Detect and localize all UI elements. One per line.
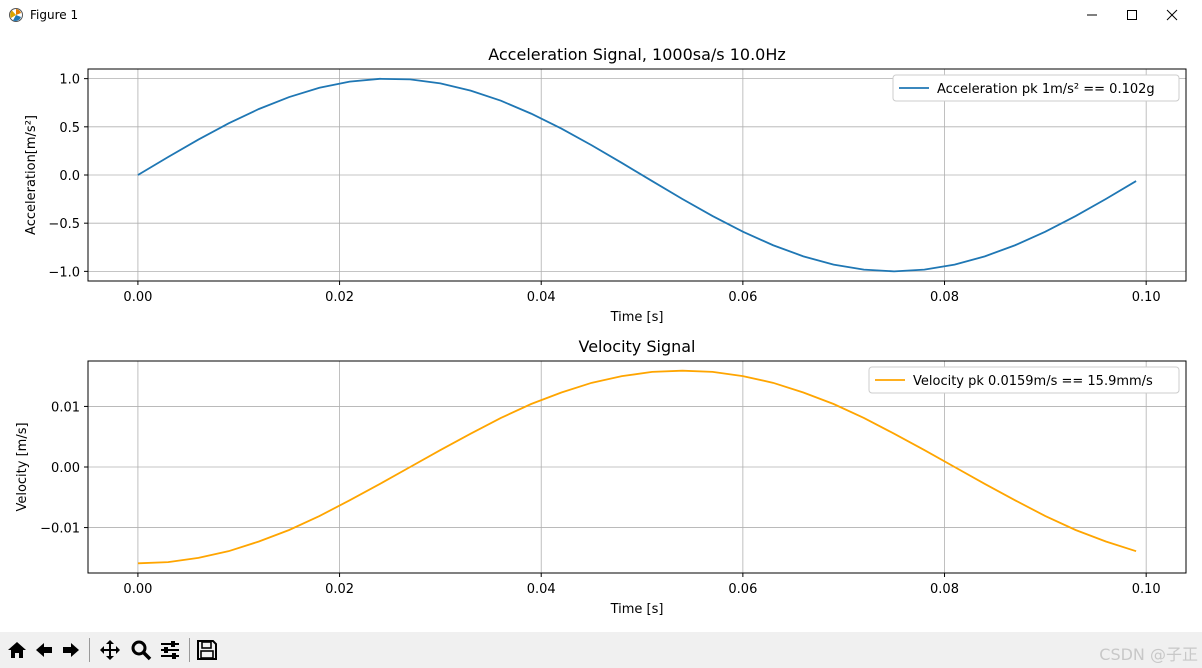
chart-title: Acceleration Signal, 1000sa/s 10.0Hz [488,45,786,64]
legend: Acceleration pk 1m/s² == 0.102g [892,74,1180,102]
legend-box [892,74,1180,102]
back-icon [36,643,52,657]
x-axis-label: Time [s] [610,602,664,617]
home-icon [8,642,26,658]
grid [88,361,1186,573]
y-tick-label: 0.01 [51,400,80,415]
figure-canvas[interactable]: Acceleration Signal, 1000sa/s 10.0Hz 0.0… [0,30,1202,632]
y-axis-label: Acceleration[m/s²] [24,115,39,235]
x-axis-ticks: 0.00 0.02 0.04 0.06 0.08 0.10 [123,281,1161,305]
toolbar-separator [189,638,190,662]
close-button[interactable] [1152,0,1192,30]
y-tick-label: 0.00 [51,461,80,476]
legend-label: Acceleration pk 1m/s² == 0.102g [937,82,1155,97]
subplots-config-icon [161,641,179,659]
subplots-config-button[interactable] [158,638,182,662]
x-tick-label: 0.06 [728,290,757,305]
minimize-icon [1087,14,1097,16]
x-axis-label: Time [s] [610,310,664,325]
x-tick-label: 0.04 [527,290,556,305]
pan-button[interactable] [98,638,122,662]
home-button[interactable] [5,638,29,662]
y-tick-label: −0.01 [40,522,80,537]
close-icon [1166,9,1178,21]
save-button[interactable] [195,638,219,662]
matplotlib-app-icon [9,8,23,22]
window-titlebar: Figure 1 [0,0,1202,31]
forward-icon [63,643,79,657]
save-icon [197,640,217,660]
chart-title: Velocity Signal [579,337,696,356]
x-tick-label: 0.08 [930,582,959,597]
y-tick-label: −1.0 [48,265,80,280]
x-tick-label: 0.10 [1132,582,1161,597]
y-axis-ticks: −0.01 0.00 0.01 [40,400,88,537]
zoom-button[interactable] [129,638,153,662]
y-tick-label: −0.5 [48,217,80,232]
y-axis-label: Velocity [m/s] [15,422,30,511]
x-tick-label: 0.00 [123,290,152,305]
velocity-subplot: Velocity Signal 0.00 0.02 0.04 0.06 0.08 0.10… [15,337,1187,617]
forward-button[interactable] [59,638,83,662]
x-tick-label: 0.02 [325,290,354,305]
grid [88,69,1186,281]
legend-box [868,366,1180,394]
toolbar-separator [89,638,90,662]
minimize-button[interactable] [1072,0,1112,30]
maximize-button[interactable] [1112,0,1152,30]
watermark-text: CSDN @子正 [1099,645,1198,664]
y-tick-label: 0.5 [59,121,80,136]
x-tick-label: 0.10 [1132,290,1161,305]
acceleration-subplot: Acceleration Signal, 1000sa/s 10.0Hz 0.0… [24,45,1187,325]
velocity-series-line [137,369,1137,565]
zoom-icon [131,640,152,661]
x-tick-label: 0.00 [123,582,152,597]
pan-icon [100,640,120,660]
x-tick-label: 0.02 [325,582,354,597]
x-axis-ticks: 0.00 0.02 0.04 0.06 0.08 0.10 [123,573,1161,597]
x-tick-label: 0.08 [930,290,959,305]
back-button[interactable] [32,638,56,662]
y-axis-ticks: −1.0 −0.5 0.0 0.5 1.0 [48,73,88,280]
maximize-icon [1127,10,1137,20]
x-tick-label: 0.06 [728,582,757,597]
x-tick-label: 0.04 [527,582,556,597]
acceleration-series-line [137,77,1137,273]
y-tick-label: 0.0 [59,169,80,184]
legend: Velocity pk 0.0159m/s == 15.9mm/s [868,366,1180,394]
legend-label: Velocity pk 0.0159m/s == 15.9mm/s [913,374,1153,389]
window-title: Figure 1 [30,8,79,22]
y-tick-label: 1.0 [59,73,80,88]
navigation-toolbar [0,632,1202,668]
